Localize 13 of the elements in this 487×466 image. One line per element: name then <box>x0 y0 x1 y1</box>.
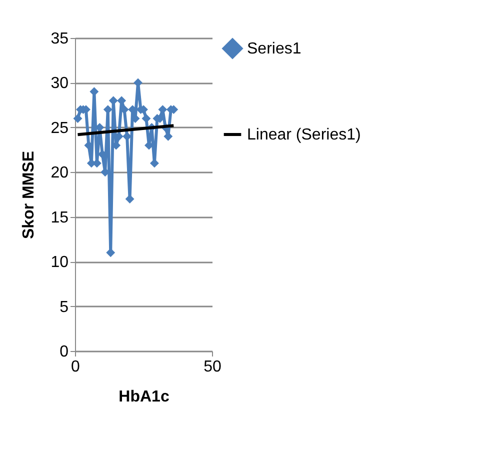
y-tick-label: 15 <box>50 209 69 226</box>
y-tick-label: 5 <box>60 298 69 316</box>
y-tick-label: 25 <box>50 120 69 137</box>
y-tick-label: 0 <box>60 344 69 360</box>
y-tick-label: 20 <box>50 164 69 182</box>
legend-label: Linear (Series1) <box>247 126 361 144</box>
x-axis-title: HbA1c <box>118 388 170 406</box>
y-tick-label: 35 <box>50 30 69 48</box>
y-tick-label: 10 <box>50 254 69 272</box>
y-axis-title: Skor MMSE <box>20 150 38 240</box>
y-tick-label: 30 <box>50 75 69 92</box>
x-tick-label: 50 <box>204 358 222 376</box>
legend-label: Series1 <box>247 40 302 58</box>
